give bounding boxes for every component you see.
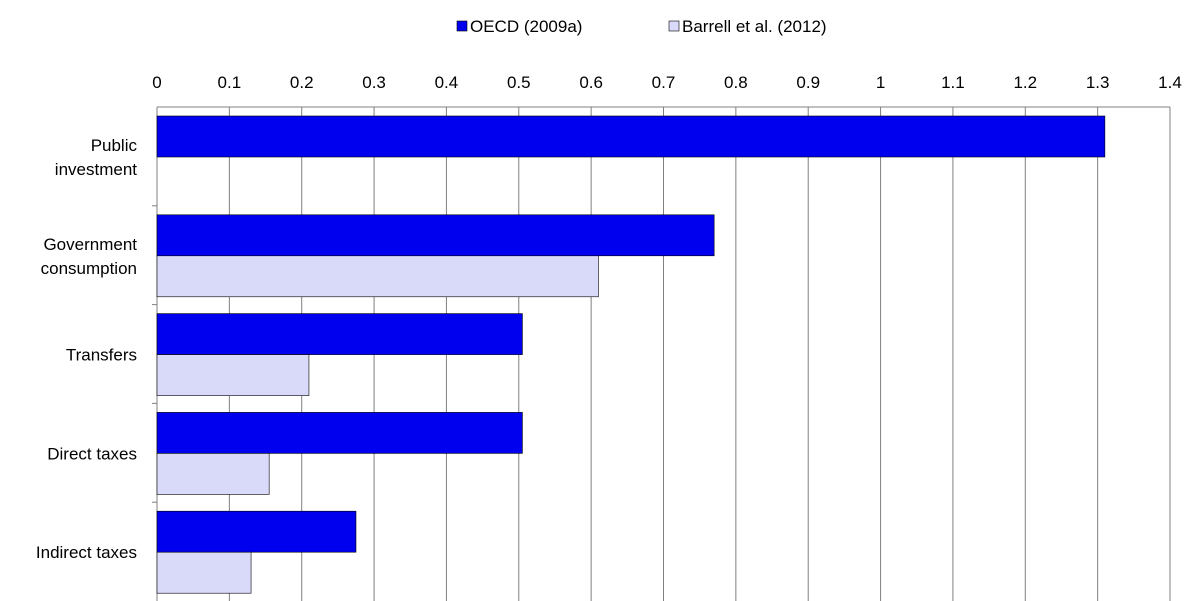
x-tick-label: 0.2: [290, 73, 314, 92]
x-tick-label: 0.3: [362, 73, 386, 92]
legend: OECD (2009a) Barrell et al. (2012): [456, 17, 827, 36]
bar-series1-0: [156, 115, 1106, 158]
x-tick-label: 0.8: [724, 73, 748, 92]
x-tick-label: 1.3: [1086, 73, 1110, 92]
x-tick-label: 0.9: [796, 73, 820, 92]
category-label: Indirect taxes: [36, 543, 137, 562]
x-tick-label: 0.4: [435, 73, 459, 92]
x-tick-label: 0.7: [652, 73, 676, 92]
x-tick-label: 0.6: [579, 73, 603, 92]
legend-swatch-1: [456, 20, 468, 32]
bar-series2-2: [156, 354, 310, 396]
x-tick-label: 1.1: [941, 73, 965, 92]
x-tick-label: 0.1: [218, 73, 242, 92]
x-tick-label: 1.4: [1158, 73, 1182, 92]
category-label: Government: [43, 235, 137, 254]
legend-swatch-2: [668, 20, 680, 32]
category-label: Transfers: [66, 346, 137, 365]
category-label: investment: [55, 160, 137, 179]
category-label: Public: [91, 136, 138, 155]
x-tick-label: 1: [876, 73, 885, 92]
category-label: Direct taxes: [47, 444, 137, 463]
category-labels: Public investment Government consumption Tra…: [36, 136, 138, 562]
bar-series2-1: [156, 255, 599, 298]
category-label: consumption: [41, 259, 137, 278]
x-tick-label: 1.2: [1013, 73, 1037, 92]
legend-label-1: OECD (2009a): [470, 17, 582, 36]
plot-area: [152, 106, 1171, 601]
bar-series1-1: [156, 214, 715, 257]
x-tick-label: 0: [152, 73, 161, 92]
bar-series1-2: [156, 313, 523, 355]
bar-series1-4: [156, 510, 357, 553]
x-axis-tick-labels: 0 0.1 0.2 0.3 0.4 0.5 0.6 0.7 0.8 0.9 1 1.1 1.2 1.3 1.…: [152, 73, 1182, 92]
x-tick-label: 0.5: [507, 73, 531, 92]
bar-series2-3: [156, 453, 270, 495]
legend-label-2: Barrell et al. (2012): [682, 17, 827, 36]
bar-series2-4: [156, 551, 252, 594]
bar-series1-3: [156, 412, 523, 454]
